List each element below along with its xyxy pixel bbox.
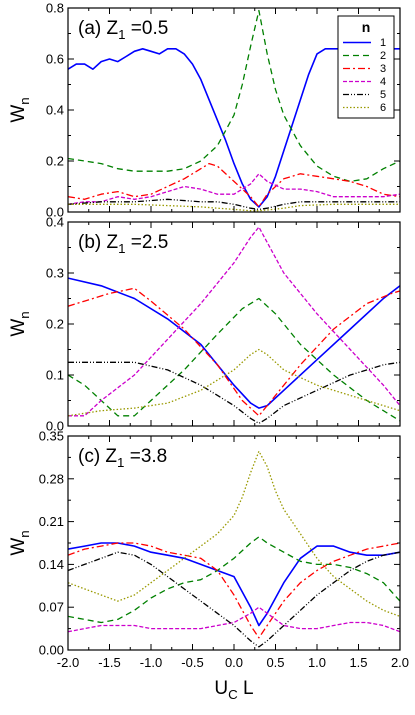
y-axis-label-main: W xyxy=(8,105,29,123)
series-line-2 xyxy=(68,536,400,624)
series-line-3 xyxy=(68,287,400,417)
legend-label-2: 2 xyxy=(380,50,386,62)
series-group xyxy=(68,9,400,212)
y-tick-label: 0.1 xyxy=(46,368,64,383)
series-line-5 xyxy=(68,551,400,648)
x-axis-label-sub: C xyxy=(228,687,238,702)
panel-label-sub: 1 xyxy=(118,241,125,256)
panel-label-main: (a) Z xyxy=(78,18,119,39)
legend-label-1: 1 xyxy=(380,37,386,49)
y-tick-label: 0.0 xyxy=(46,419,64,434)
legend-title: n xyxy=(362,19,371,35)
y-axis-label-sub: n xyxy=(17,311,32,318)
y-axis-label: Wn xyxy=(8,311,32,336)
panel-label-sub: 1 xyxy=(117,455,124,470)
series-line-5 xyxy=(68,198,400,211)
y-tick-label: 0.00 xyxy=(39,643,64,658)
panel-label-tail: =0.5 xyxy=(126,18,169,39)
x-tick-label: -2.0 xyxy=(57,655,79,670)
series-line-6 xyxy=(68,450,400,618)
y-axis-label: Wn xyxy=(8,97,32,122)
legend-label-3: 3 xyxy=(380,63,386,75)
y-axis-label: Wn xyxy=(8,530,32,555)
panel-b: 0.0 0.1 0.2 0.3 0.4 (b) Z1 =2.5 Wn xyxy=(8,215,401,434)
legend-label-5: 5 xyxy=(380,89,386,101)
panel-c: 0.00 0.07 0.14 0.21 0.28 0.35 (c) Z1 =3.8 Wn -2.… xyxy=(8,429,409,703)
series-line-1 xyxy=(68,47,400,208)
series-line-6 xyxy=(68,348,400,417)
x-tick-label: 1.5 xyxy=(349,655,367,670)
y-tick-label: 0.35 xyxy=(39,429,64,444)
legend-label-6: 6 xyxy=(380,102,386,114)
panel-label-main: (c) Z xyxy=(78,446,117,467)
y-tick-label: 0.0 xyxy=(46,205,64,220)
series-line-2 xyxy=(68,9,400,183)
y-tick-label: 0.8 xyxy=(46,1,64,16)
series-line-3 xyxy=(68,542,400,639)
y-axis-label-main: W xyxy=(8,319,29,337)
y-tick-label: 0.21 xyxy=(39,514,64,529)
legend-label-4: 4 xyxy=(380,76,386,88)
legend-box xyxy=(337,15,395,119)
panel-label-tail: =3.8 xyxy=(124,446,167,467)
series-line-2 xyxy=(68,297,400,422)
series-line-4 xyxy=(68,173,400,205)
series-line-6 xyxy=(68,203,400,212)
panel-label: (c) Z1 =3.8 xyxy=(78,446,167,470)
series-group xyxy=(68,450,400,648)
series-line-1 xyxy=(68,277,400,409)
y-tick-label: 0.07 xyxy=(39,600,64,615)
x-axis-label: UC L xyxy=(214,678,253,702)
y-tick-label: 0.4 xyxy=(46,215,64,230)
y-tick-label: 0.28 xyxy=(39,471,64,486)
y-axis-label-sub: n xyxy=(17,97,32,104)
x-tick-label: -0.5 xyxy=(181,655,203,670)
x-tick-label: -1.5 xyxy=(98,655,120,670)
panel-label-main: (b) Z xyxy=(78,232,119,253)
y-tick-label: 0.4 xyxy=(46,103,64,118)
series-line-4 xyxy=(68,226,400,417)
panel-label: (a) Z1 =0.5 xyxy=(78,18,168,42)
x-tick-label: -1.0 xyxy=(140,655,162,670)
y-tick-label: 0.6 xyxy=(46,52,64,67)
series-group xyxy=(68,226,400,425)
x-tick-label: 2.0 xyxy=(391,655,409,670)
series-line-1 xyxy=(68,542,400,627)
panel-label-tail: =2.5 xyxy=(126,232,169,253)
y-tick-label: 0.2 xyxy=(46,317,64,332)
panel-label: (b) Z1 =2.5 xyxy=(78,232,168,256)
y-tick-label: 0.14 xyxy=(39,557,64,572)
x-tick-label: 0.0 xyxy=(225,655,243,670)
series-line-5 xyxy=(68,361,400,425)
x-axis-label-tail: L xyxy=(238,678,254,699)
x-tick-label: 1.0 xyxy=(308,655,326,670)
series-line-4 xyxy=(68,606,400,633)
y-tick-label: 0.3 xyxy=(46,266,64,281)
y-tick-label: 0.2 xyxy=(46,154,64,169)
panel-label-sub: 1 xyxy=(118,27,125,42)
y-axis-label-main: W xyxy=(8,538,29,556)
x-axis-label-main: U xyxy=(214,678,228,699)
series-line-3 xyxy=(68,162,400,208)
x-tick-label: 0.5 xyxy=(266,655,284,670)
y-axis-label-sub: n xyxy=(17,530,32,537)
